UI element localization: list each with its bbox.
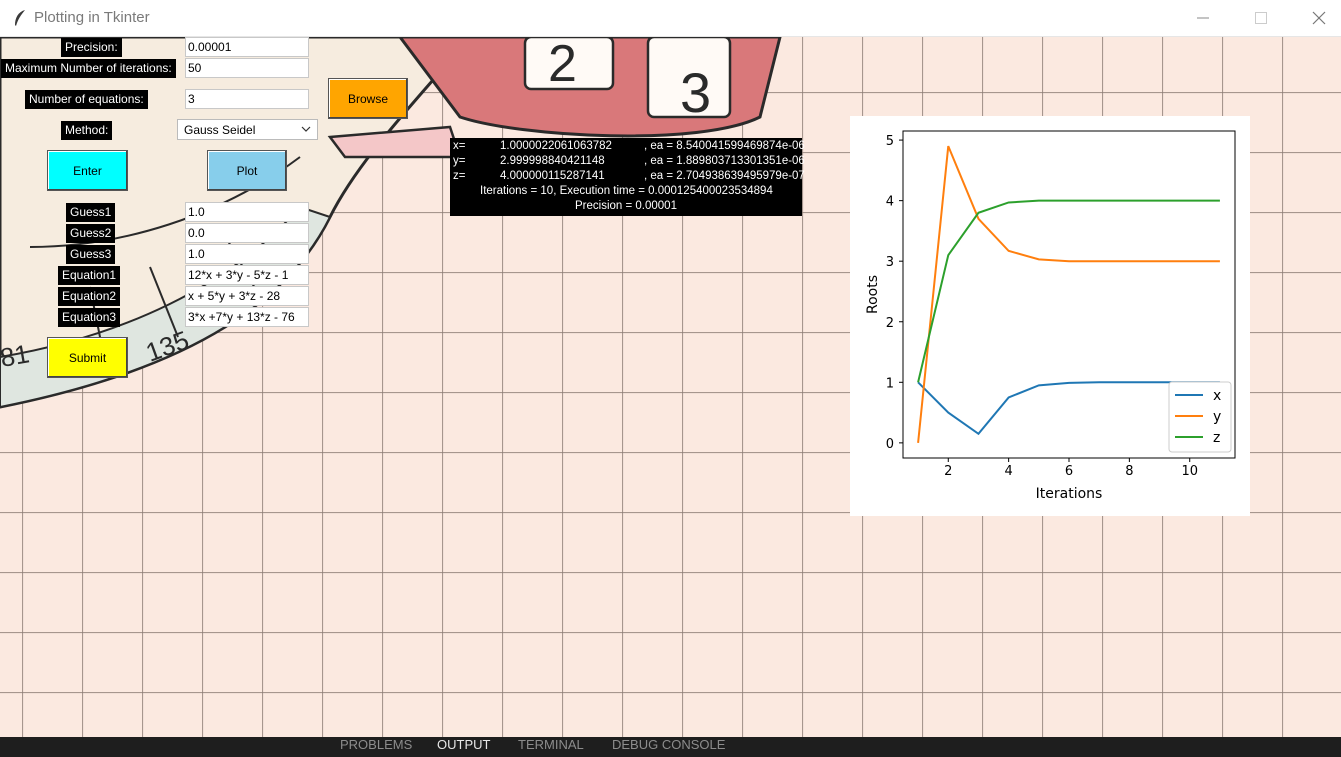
close-icon — [1312, 11, 1326, 25]
bottom-panel-tabs: PROBLEMS OUTPUT TERMINAL DEBUG CONSOLE — [0, 737, 1341, 757]
result-z-ea: , ea = 2.704938639495979e-07 — [644, 170, 805, 182]
num-equations-label: Number of equations: — [25, 90, 148, 109]
minimize-button[interactable] — [1174, 0, 1232, 36]
method-label: Method: — [61, 121, 113, 140]
guess3-label: Guess3 — [66, 245, 116, 264]
result-z-value: 4.000000115287141 — [500, 170, 605, 182]
result-y-name: y= — [453, 155, 466, 167]
guess1-field[interactable] — [185, 202, 309, 222]
y-axis-label: Roots — [865, 275, 881, 314]
svg-text:81: 81 — [0, 338, 32, 373]
x-tick-label: 4 — [1004, 464, 1012, 479]
legend-label-x: x — [1213, 388, 1221, 404]
equation2-label: Equation2 — [58, 287, 121, 306]
x-axis-label: Iterations — [1036, 486, 1103, 502]
maximize-icon — [1255, 12, 1267, 24]
plot-canvas: 2 4 6 8 10 0 1 2 3 4 5 Iterations Roots x y z — [850, 116, 1250, 516]
legend-label-z: z — [1213, 430, 1220, 446]
equation1-field[interactable] — [185, 265, 309, 285]
browse-button[interactable]: Browse — [328, 78, 408, 119]
close-button[interactable] — [1290, 0, 1341, 36]
method-select[interactable]: Gauss Seidel — [177, 119, 318, 140]
guess1-label: Guess1 — [66, 203, 116, 222]
result-x-value: 1.0000022061063782 — [500, 140, 612, 152]
guess2-label: Guess2 — [66, 224, 116, 243]
y-tick-label: 1 — [886, 376, 894, 391]
series-line-y — [917, 145, 1220, 443]
enter-button[interactable]: Enter — [47, 150, 128, 191]
minimize-icon — [1197, 17, 1209, 19]
legend-label-y: y — [1213, 409, 1221, 425]
roots-chart: 2 4 6 8 10 0 1 2 3 4 5 Iterations Roots xyz — [865, 130, 1236, 502]
max-iterations-field[interactable] — [185, 58, 309, 78]
precision-label: Precision: — [61, 38, 122, 57]
y-tick-label: 4 — [886, 195, 894, 210]
result-panel: x= 1.0000022061063782 , ea = 8.540041599… — [450, 138, 805, 216]
num-equations-field[interactable] — [185, 89, 309, 109]
svg-text:2: 2 — [548, 37, 577, 93]
svg-text:3: 3 — [680, 61, 711, 124]
result-precision: Precision = 0.00001 — [575, 200, 677, 212]
method-selected-value: Gauss Seidel — [184, 122, 256, 137]
y-tick-label: 5 — [886, 134, 894, 149]
result-summary: Iterations = 10, Execution time = 0.0001… — [480, 185, 773, 197]
y-tick-label: 0 — [886, 437, 894, 452]
result-z-name: z= — [453, 170, 466, 182]
maximize-button[interactable] — [1232, 0, 1290, 36]
result-y-ea: , ea = 1.889803713301351e-06 — [644, 155, 805, 167]
precision-field[interactable] — [185, 37, 309, 57]
y-tick-label: 3 — [886, 255, 894, 270]
feather-icon — [15, 10, 25, 26]
equation2-field[interactable] — [185, 286, 309, 306]
y-tick-label: 2 — [886, 316, 894, 331]
x-tick-label: 2 — [944, 464, 952, 479]
guess2-field[interactable] — [185, 223, 309, 243]
result-y-value: 2.999998840421148 — [500, 155, 605, 167]
window-title: Plotting in Tkinter — [34, 9, 150, 26]
tab-terminal[interactable]: TERMINAL — [518, 737, 584, 752]
x-tick-label: 8 — [1125, 464, 1133, 479]
submit-button[interactable]: Submit — [47, 337, 128, 378]
result-x-name: x= — [453, 140, 466, 152]
window-titlebar: Plotting in Tkinter — [0, 0, 1341, 37]
tab-output[interactable]: OUTPUT — [437, 737, 491, 752]
equation3-label: Equation3 — [58, 308, 121, 327]
equation3-field[interactable] — [185, 307, 309, 327]
equation1-label: Equation1 — [58, 266, 121, 285]
tab-problems[interactable]: PROBLEMS — [340, 737, 413, 752]
x-tick-label: 6 — [1065, 464, 1073, 479]
chevron-down-icon — [301, 126, 311, 132]
x-tick-label: 10 — [1181, 464, 1198, 479]
tab-debug-console[interactable]: DEBUG CONSOLE — [612, 737, 726, 752]
result-x-ea: , ea = 8.540041599469874e-06 — [644, 140, 805, 152]
plot-button[interactable]: Plot — [207, 150, 287, 191]
max-iterations-label: Maximum Number of iterations: — [1, 59, 176, 78]
series-line-z — [917, 199, 1220, 383]
guess3-field[interactable] — [185, 244, 309, 264]
